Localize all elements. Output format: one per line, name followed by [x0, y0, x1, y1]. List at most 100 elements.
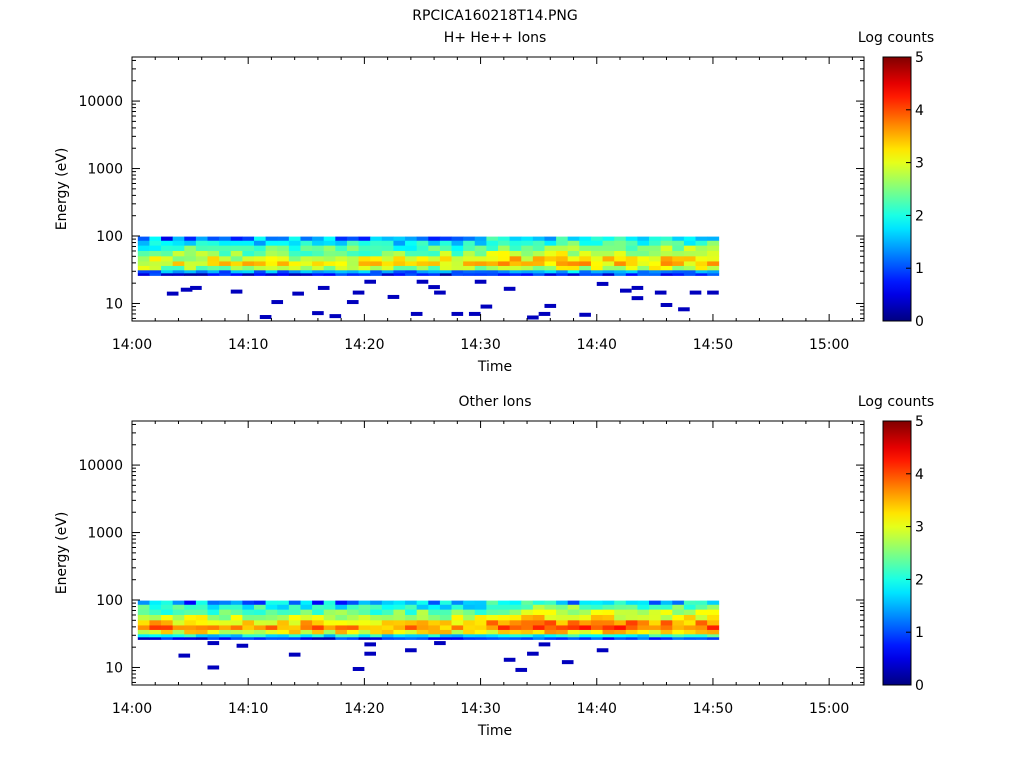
heatmap-cell — [300, 265, 313, 271]
heatmap-cell — [486, 604, 499, 611]
colorbar-label: Log counts — [858, 394, 934, 410]
heatmap-cell — [683, 250, 696, 257]
heatmap-cell — [439, 609, 452, 616]
heatmap-cell — [579, 600, 592, 606]
heatmap-cell — [358, 270, 371, 274]
sparse-hit — [707, 290, 719, 295]
heatmap-cell — [149, 625, 162, 631]
heatmap-cell — [335, 265, 348, 271]
heatmap-cell — [660, 637, 673, 640]
heatmap-cell — [544, 625, 557, 631]
heatmap-cell — [265, 620, 278, 626]
heatmap-cell — [625, 256, 638, 262]
heatmap-cell — [695, 634, 708, 638]
heatmap-cell — [567, 614, 580, 621]
colorbar-tick-label: 3 — [915, 520, 924, 536]
heatmap-cell — [381, 600, 394, 606]
heatmap-cell — [358, 609, 371, 616]
heatmap-cell — [637, 250, 650, 257]
heatmap-cell — [614, 625, 627, 631]
heatmap-cell — [149, 609, 162, 616]
heatmap-cell — [370, 600, 383, 606]
heatmap-cell — [498, 261, 511, 267]
heatmap-cell — [567, 625, 580, 631]
heatmap-cell — [346, 273, 359, 276]
heatmap-cell — [265, 609, 278, 616]
sparse-hit — [538, 311, 551, 316]
heatmap-cell — [463, 637, 476, 640]
heatmap-cell — [637, 609, 650, 616]
heatmap-cell — [416, 261, 429, 267]
heatmap-cell — [463, 250, 476, 257]
heatmap-cell — [567, 270, 580, 274]
heatmap-cell — [509, 634, 522, 638]
heatmap-cell — [614, 265, 627, 271]
heatmap-cell — [254, 634, 267, 638]
sparse-hit — [515, 667, 528, 672]
heatmap-cell — [254, 600, 267, 606]
heatmap-cell — [683, 637, 696, 640]
heatmap-cell — [509, 270, 522, 274]
heatmap-cell — [637, 265, 650, 271]
sparse-hit — [468, 311, 481, 316]
heatmap-cell — [451, 604, 464, 611]
heatmap-cell — [637, 256, 650, 262]
heatmap-cell — [556, 245, 569, 252]
heatmap-cell — [486, 265, 499, 271]
heatmap-cell — [509, 261, 522, 267]
heatmap-cell — [254, 261, 267, 267]
heatmap-cell — [137, 600, 150, 606]
heatmap-cell — [335, 634, 348, 638]
heatmap-cell — [567, 620, 580, 626]
heatmap-cell — [649, 270, 662, 274]
heatmap-cell — [428, 637, 441, 640]
heatmap-cell — [161, 256, 174, 262]
heatmap-cell — [579, 250, 592, 257]
colorbar-tick-label: 2 — [915, 572, 924, 588]
heatmap-cell — [277, 236, 290, 242]
heatmap-cell — [172, 250, 185, 257]
heatmap-cell — [521, 604, 534, 611]
heatmap-cell — [474, 634, 487, 638]
heatmap-cell — [451, 620, 464, 626]
heatmap-cell — [184, 604, 197, 611]
heatmap-cell — [451, 270, 464, 274]
heatmap-cell — [544, 273, 557, 276]
heatmap-cell — [463, 245, 476, 252]
heatmap-cell — [195, 273, 208, 276]
heatmap-cell — [393, 240, 406, 247]
heatmap-cell — [416, 245, 429, 252]
heatmap-cell — [707, 620, 720, 626]
y-tick-label: 10000 — [78, 458, 123, 474]
heatmap-cell — [532, 614, 545, 621]
heatmap-cell — [370, 629, 383, 635]
heatmap-cell — [416, 250, 429, 257]
heatmap-cell — [254, 609, 267, 616]
heatmap-cell — [707, 261, 720, 267]
heatmap-cell — [416, 637, 429, 640]
heatmap-cell — [230, 256, 243, 262]
heatmap-cell — [649, 265, 662, 271]
heatmap-cell — [184, 245, 197, 252]
heatmap-cell — [509, 625, 522, 631]
heatmap-cell — [439, 604, 452, 611]
heatmap-cell — [625, 273, 638, 276]
heatmap-cell — [428, 245, 441, 252]
heatmap-cell — [544, 620, 557, 626]
heatmap-cell — [590, 620, 603, 626]
heatmap-cell — [137, 614, 150, 621]
heatmap-cell — [509, 256, 522, 262]
heatmap-cell — [265, 261, 278, 267]
heatmap-cell — [509, 637, 522, 640]
heatmap-cell — [695, 250, 708, 257]
heatmap-cell — [672, 604, 685, 611]
heatmap-cell — [556, 604, 569, 611]
heatmap-cell — [230, 240, 243, 247]
heatmap-cell — [405, 637, 418, 640]
heatmap-cell — [579, 637, 592, 640]
heatmap-cell — [428, 261, 441, 267]
heatmap-cell — [149, 240, 162, 247]
heatmap-cell — [498, 637, 511, 640]
heatmap-cell — [579, 256, 592, 262]
heatmap-cell — [695, 625, 708, 631]
